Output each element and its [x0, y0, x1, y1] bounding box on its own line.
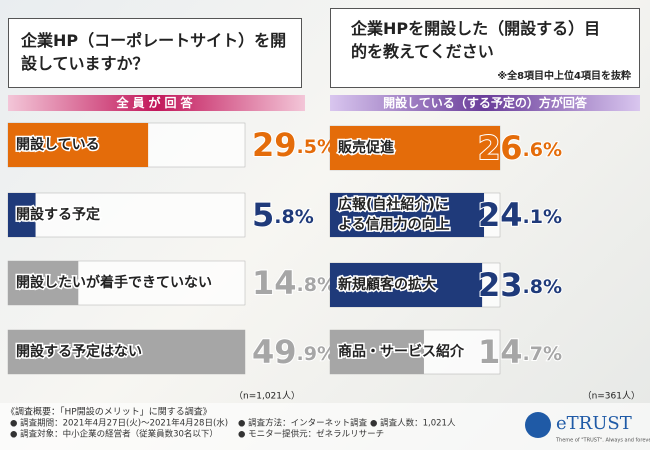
- value-label: 14.8%: [252, 264, 336, 302]
- note: ※全8項目中上位4項目を抜粋: [497, 71, 631, 82]
- footer-item: ● モニター提供元：ゼネラルリサーチ: [238, 429, 384, 440]
- value-label: 14.7%: [478, 333, 562, 371]
- question-box: 企業HPを開設した（開設する）目的を教えてください ※全8項目中上位4項目を抜粋: [330, 8, 640, 88]
- category-label: 広報(自社紹介)による信用力の向上: [338, 196, 450, 233]
- bar: [330, 126, 500, 170]
- category-label: 開設する予定: [16, 206, 100, 223]
- band-label: 全員が回答: [115, 95, 196, 110]
- value-label: 23.8%: [478, 266, 562, 304]
- category-label: 開設している: [16, 136, 100, 153]
- footer-item: ● 調査期間：2021年4月27日(火)～2021年4月28日(水): [10, 418, 228, 429]
- footer-item: ● 調査対象：中小企業の経営者（従業員数30名以下）: [10, 429, 218, 440]
- row-panel: [7, 192, 246, 238]
- category-label: 開設する予定はない: [16, 343, 142, 360]
- footer-title: 《調査概要：「HP開設のメリット」に関する調査》: [6, 406, 212, 418]
- category-label: 開設したいが着手できていない: [16, 274, 212, 291]
- bar: [8, 123, 149, 167]
- footer-item: ● 調査人数：1,021人: [370, 418, 456, 429]
- bar: [8, 193, 36, 237]
- category-label: 商品・サービス紹介: [338, 343, 465, 360]
- question-box: 企業HP（コーポレートサイト）を開設していますか？: [8, 18, 302, 88]
- logo-mark: [525, 412, 551, 438]
- footer-item: ● 調査方法：インターネット調査: [238, 418, 368, 429]
- bar: [330, 330, 424, 374]
- question: 企業HP（コーポレートサイト）を開設していますか？: [21, 31, 287, 73]
- category-label: 新規顧客の拡大: [338, 276, 436, 293]
- bar: [8, 330, 245, 374]
- value-label: 5.8%: [252, 196, 314, 234]
- value-label: 26.6%: [478, 129, 562, 167]
- bar: [8, 261, 79, 305]
- value-label: 29.5%: [252, 126, 336, 164]
- band-label: 開設している（する予定の）方が回答: [383, 95, 588, 110]
- category-label: 販売促進: [338, 139, 394, 156]
- band-header: [330, 95, 640, 111]
- sample-size: （n=361人）: [583, 391, 640, 402]
- bar: [330, 193, 485, 237]
- question: 企業HPを開設した（開設する）目的を教えてください: [351, 19, 601, 61]
- sample-size: （n=1,021人）: [234, 391, 300, 402]
- logo-name: eTRUST: [556, 413, 632, 434]
- bar: [330, 263, 483, 307]
- value-label: 49.9%: [252, 333, 336, 371]
- band-header: [8, 95, 305, 111]
- value-label: 24.1%: [478, 196, 562, 234]
- logo-tagline: Theme of "TRUST". Always and forever.: [555, 438, 650, 444]
